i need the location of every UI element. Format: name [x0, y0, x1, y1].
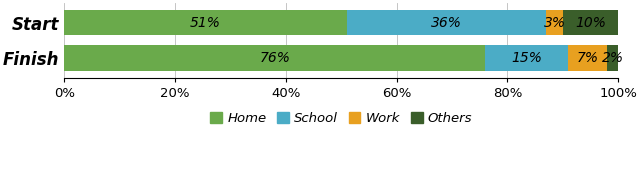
- Text: 3%: 3%: [543, 15, 566, 30]
- Bar: [485, 45, 568, 71]
- Text: 15%: 15%: [511, 51, 542, 65]
- Legend: Home, School, Work, Others: Home, School, Work, Others: [205, 107, 477, 130]
- Bar: [563, 10, 618, 35]
- Text: 51%: 51%: [190, 15, 221, 30]
- Text: 76%: 76%: [259, 51, 290, 65]
- Bar: [64, 10, 347, 35]
- Text: 36%: 36%: [431, 15, 462, 30]
- Bar: [64, 45, 485, 71]
- Bar: [607, 45, 618, 71]
- Bar: [547, 10, 563, 35]
- Bar: [568, 45, 607, 71]
- Text: 2%: 2%: [602, 51, 624, 65]
- Text: 7%: 7%: [577, 51, 599, 65]
- Bar: [347, 10, 547, 35]
- Text: 10%: 10%: [575, 15, 606, 30]
